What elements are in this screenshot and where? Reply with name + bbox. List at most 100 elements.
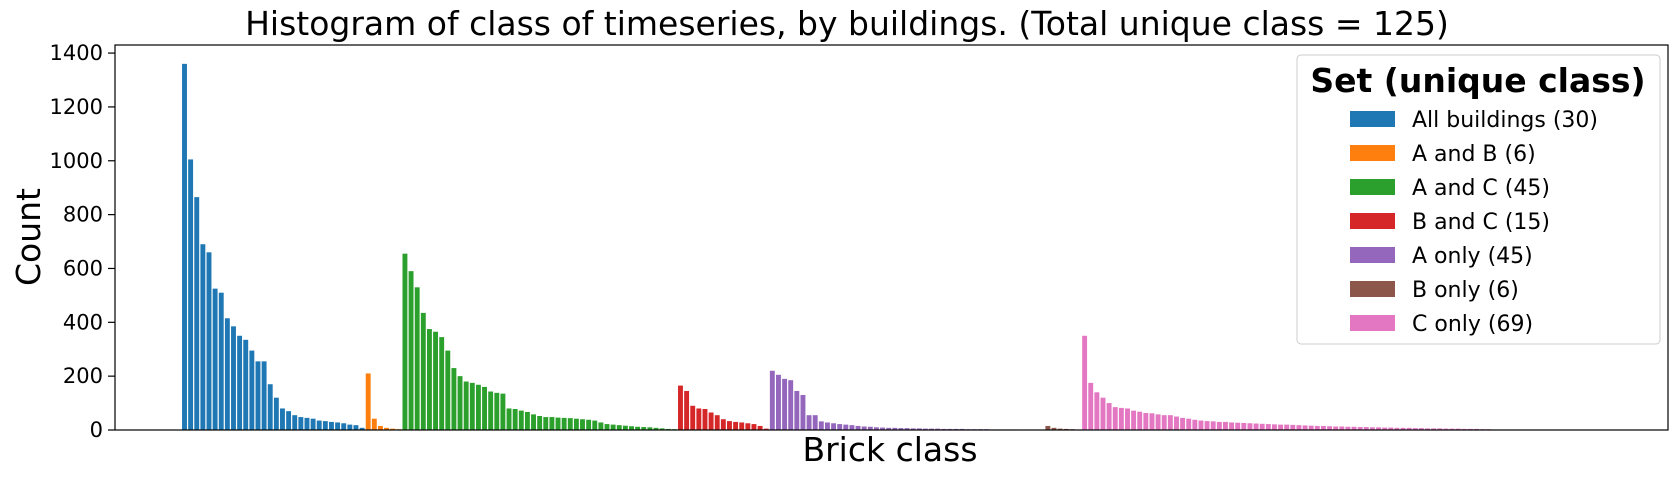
bar-series-4-item-3 bbox=[788, 380, 794, 430]
axes-frame bbox=[114, 44, 1669, 431]
bar-series-0-item-11 bbox=[249, 350, 255, 430]
bar-series-0-item-19 bbox=[298, 417, 304, 430]
bar-series-2-item-28 bbox=[573, 418, 579, 430]
bar-series-6-item-20 bbox=[1204, 421, 1210, 430]
legend-title: Set (unique class) bbox=[1310, 61, 1645, 100]
bar-series-5-item-0 bbox=[1045, 425, 1051, 430]
bar-series-6-item-4 bbox=[1106, 403, 1112, 430]
bar-series-6-item-44 bbox=[1351, 426, 1357, 430]
bar-series-6-item-26 bbox=[1241, 423, 1247, 430]
bar-series-0-item-25 bbox=[335, 422, 341, 430]
bar-series-6-item-5 bbox=[1112, 407, 1118, 430]
bar-series-6-item-14 bbox=[1167, 415, 1173, 430]
bar-series-6-item-50 bbox=[1388, 427, 1394, 430]
bar-series-6-item-6 bbox=[1118, 407, 1124, 430]
bar-series-1-item-3 bbox=[384, 427, 390, 430]
bar-series-2-item-22 bbox=[537, 416, 543, 430]
bar-series-4-item-0 bbox=[769, 370, 775, 430]
bar-series-4-item-1 bbox=[776, 374, 781, 430]
bar-series-4-item-26 bbox=[929, 428, 934, 430]
bar-series-3-item-1 bbox=[684, 390, 690, 430]
bar-series-6-item-49 bbox=[1382, 427, 1388, 430]
bar-series-6-item-31 bbox=[1271, 424, 1277, 430]
bar-series-2-item-38 bbox=[635, 426, 641, 430]
legend-items: All buildings (30) A and B (6) A and C (45… bbox=[1350, 108, 1598, 337]
y-tick-label-5: 1000 bbox=[50, 149, 103, 173]
bar-series-3-item-9 bbox=[733, 421, 739, 430]
bar-series-0-item-17 bbox=[286, 411, 292, 430]
bar-series-2-item-1 bbox=[408, 271, 414, 430]
bar-series-0-item-9 bbox=[237, 335, 243, 430]
bar-series-4-item-12 bbox=[843, 424, 849, 430]
bar-series-2-item-35 bbox=[616, 425, 622, 430]
legend: Set (unique class) All buildings (30) A a… bbox=[1296, 54, 1661, 345]
bar-series-6-item-48 bbox=[1376, 427, 1381, 430]
bar-series-4-item-22 bbox=[904, 428, 910, 430]
bar-series-6-item-53 bbox=[1406, 427, 1412, 430]
bar-series-2-item-17 bbox=[506, 408, 512, 430]
legend-label-0: All buildings (30) bbox=[1412, 108, 1598, 133]
bar-series-2-item-4 bbox=[426, 329, 432, 430]
bar-series-6-item-43 bbox=[1345, 426, 1351, 430]
bar-series-0-item-3 bbox=[200, 244, 206, 430]
bar-series-2-item-31 bbox=[592, 420, 598, 430]
bar-series-6-item-25 bbox=[1235, 422, 1241, 430]
bar-series-6-item-37 bbox=[1308, 425, 1314, 430]
bar-series-4-item-14 bbox=[855, 425, 861, 430]
bar-series-4-item-11 bbox=[837, 424, 843, 430]
bar-series-2-item-23 bbox=[543, 417, 549, 430]
bar-series-2-item-25 bbox=[555, 417, 561, 430]
bar-series-2-item-41 bbox=[653, 427, 659, 430]
bar-series-0-item-21 bbox=[310, 418, 316, 430]
y-tick-label-0: 0 bbox=[90, 418, 103, 442]
bar-series-5-item-1 bbox=[1051, 427, 1057, 430]
bar-series-2-item-42 bbox=[659, 428, 665, 430]
bar-series-2-item-5 bbox=[433, 331, 438, 430]
bar-series-6-item-36 bbox=[1302, 425, 1308, 430]
bar-series-6-item-52 bbox=[1400, 427, 1406, 430]
bar-series-3-item-8 bbox=[727, 421, 732, 430]
bar-series-0-item-10 bbox=[243, 339, 249, 430]
bar-series-6-item-61 bbox=[1455, 428, 1461, 430]
bar-series-2-item-33 bbox=[604, 424, 610, 430]
bar-series-6-item-18 bbox=[1192, 419, 1198, 430]
bar-series-1-item-0 bbox=[365, 373, 371, 430]
bar-series-2-item-14 bbox=[488, 391, 494, 430]
y-tick-label-7: 1400 bbox=[50, 41, 103, 65]
bar-series-0-item-12 bbox=[255, 361, 261, 430]
bar-series-6-item-55 bbox=[1418, 428, 1424, 430]
bars-group bbox=[182, 63, 1504, 431]
bar-series-2-item-36 bbox=[622, 425, 628, 430]
bar-series-3-item-2 bbox=[690, 405, 696, 430]
bar-series-4-item-21 bbox=[898, 428, 904, 430]
legend-label-2: A and C (45) bbox=[1412, 176, 1550, 201]
chart-title: Histogram of class of timeseries, by bui… bbox=[245, 4, 1449, 43]
y-tick-label-3: 600 bbox=[63, 256, 103, 280]
bar-series-3-item-14 bbox=[763, 428, 769, 430]
bar-series-4-item-8 bbox=[818, 421, 824, 430]
bar-series-6-item-19 bbox=[1198, 420, 1204, 430]
bar-series-3-item-0 bbox=[678, 385, 683, 430]
bar-series-4-item-18 bbox=[880, 427, 885, 430]
y-tick-label-6: 1200 bbox=[50, 95, 103, 119]
bar-series-2-item-40 bbox=[647, 427, 653, 430]
bar-series-6-item-24 bbox=[1229, 422, 1235, 430]
bar-series-4-item-15 bbox=[861, 426, 867, 430]
bar-series-6-item-16 bbox=[1180, 417, 1186, 430]
bar-series-0-item-27 bbox=[347, 424, 353, 430]
bar-series-6-item-45 bbox=[1357, 427, 1363, 430]
bar-series-0-item-8 bbox=[231, 326, 236, 430]
bar-series-6-item-33 bbox=[1284, 424, 1290, 430]
bar-series-2-item-2 bbox=[414, 287, 420, 430]
bar-series-3-item-6 bbox=[714, 415, 720, 430]
bar-series-6-item-39 bbox=[1320, 425, 1326, 430]
legend-swatch-6 bbox=[1350, 315, 1395, 331]
bar-series-3-item-12 bbox=[751, 424, 757, 430]
bar-series-0-item-2 bbox=[194, 197, 200, 430]
bar-series-4-item-20 bbox=[892, 427, 898, 430]
bar-series-2-item-30 bbox=[586, 419, 592, 430]
bar-series-6-item-32 bbox=[1278, 424, 1284, 430]
bar-series-0-item-28 bbox=[353, 425, 359, 430]
bar-series-0-item-24 bbox=[329, 421, 334, 430]
y-axis-ticks: 0 200 400 600 800 1000 1200 1400 bbox=[50, 41, 115, 442]
